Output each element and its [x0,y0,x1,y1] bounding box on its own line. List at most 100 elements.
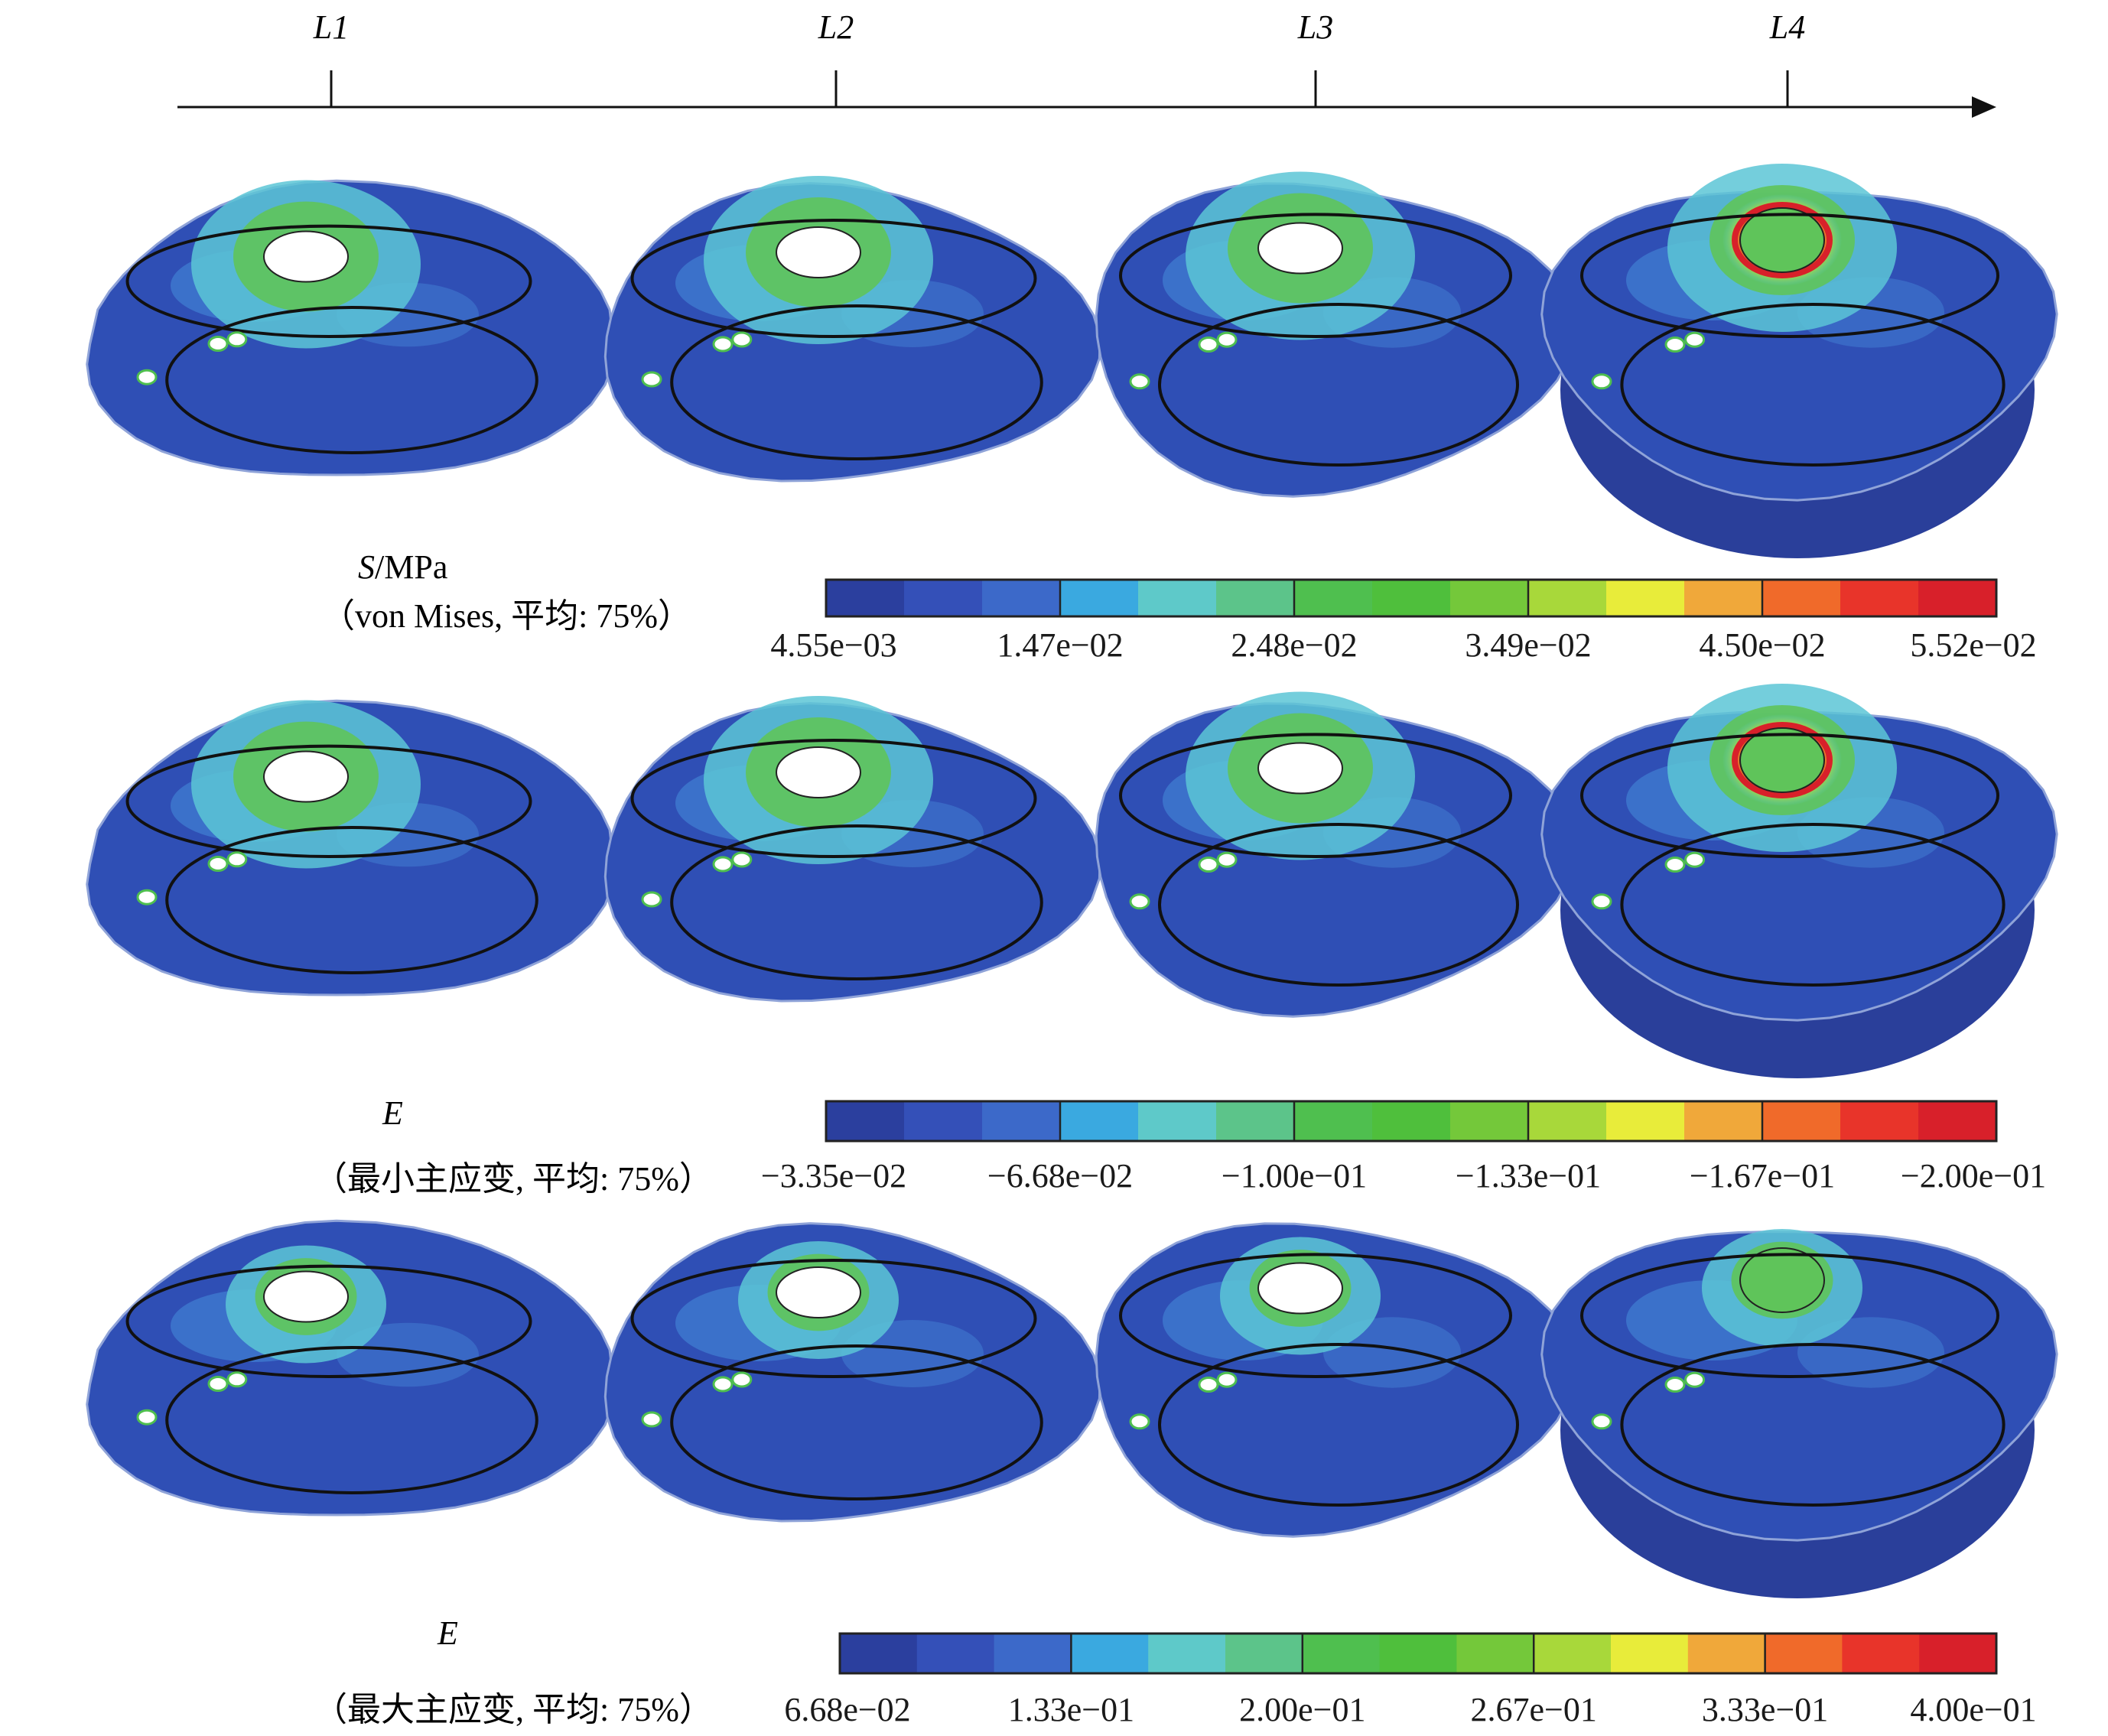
vessel [731,851,753,868]
level-label-l3: L3 [1297,8,1333,46]
colorbar-1-tick-label: 4.50e−02 [1699,626,1825,664]
vessel [1664,1377,1686,1393]
compartment-outline-lower [165,306,538,454]
compartment-outline-lower [1158,303,1519,467]
stress-peak-ring [1732,202,1833,278]
colorbar-3-frame [838,1632,1998,1675]
compartment-outline-lower [670,304,1043,460]
colorbar-1-frame [825,578,1998,618]
cross-section-l4 [1540,684,2058,1078]
vessel [731,1371,753,1388]
timeline: L1 L2 L3 L4 [177,8,1996,118]
colorbar-3-swatch [840,1634,918,1673]
cross-section-l1 [86,699,615,996]
level-label-l1: L1 [313,8,349,46]
colorbar-1-swatch [1294,580,1373,616]
colorbar-2-swatch [1138,1101,1217,1141]
legend-3-description: （最大主应变, 平均: 75%） [314,1691,713,1728]
compartment-outline-upper [125,224,532,338]
vessel [641,1411,662,1428]
colorbar-1-swatch [1060,580,1139,616]
vessel [1684,1371,1706,1388]
stress-region-low [1797,1317,1944,1388]
colorbar-3-swatch [1611,1634,1689,1673]
colorbar-2-swatch [982,1101,1061,1141]
section-row-min-principal-strain [86,684,2058,1078]
vessel [136,889,158,905]
colorbar-1-tick-label: 1.47e−02 [997,626,1123,664]
bone-hole [263,750,349,803]
compartment-outline-lower [165,1346,538,1494]
compartment-outline-lower [670,824,1043,980]
compartment-outline-lower [165,826,538,974]
vessel [1129,373,1150,390]
timeline-ticks [330,70,1789,107]
colorbar-3-swatch [1456,1634,1534,1673]
cross-section-l3 [1095,1222,1576,1538]
vessel [712,856,734,873]
colorbar-3-tick-label: 3.33e−01 [1702,1691,1828,1728]
compartment-outline-upper [630,739,1037,858]
vessel [226,851,248,868]
cross-section-l1 [86,179,615,476]
vessel [207,336,229,352]
vessel [1198,336,1219,353]
colorbar-1: 4.55e−03 1.47e−02 2.48e−02 3.49e−02 4.50e−02… [770,578,2037,664]
colorbar-3-swatch [1379,1634,1457,1673]
cross-section-l2 [603,696,1101,1003]
vessel [1591,893,1612,910]
colorbar-3-swatch [994,1634,1072,1673]
legend-1-symbol: S [358,548,375,586]
colorbar-1-swatch [1918,580,1997,616]
vessel [226,331,248,348]
colorbar-3-tick-label: 1.33e−01 [1008,1691,1134,1728]
timeline-arrowhead [1972,96,1996,118]
colorbar-2-swatch [1060,1101,1139,1141]
compartment-outline-upper [1119,213,1512,339]
compartment-outline-upper [1580,733,1999,858]
colorbar-1-swatch [1840,580,1919,616]
cross-section-l4 [1540,1229,2058,1598]
vessel [1591,373,1612,390]
colorbar-2-swatch [904,1101,983,1141]
bone-hole [1257,1262,1343,1315]
cross-section-l3 [1095,171,1576,498]
colorbar-2-swatch [1528,1101,1607,1141]
colorbar-3-swatch [1302,1634,1381,1673]
vessel [1591,1413,1612,1430]
colorbar-2-swatch [1762,1101,1841,1141]
compartment-outline-lower [1620,1343,2006,1507]
stress-peak-ring [1732,722,1833,798]
vessel [1684,851,1706,868]
vessel [1684,331,1706,348]
colorbar-3-swatch [916,1634,995,1673]
vessel [641,891,662,908]
bone-hole [776,1266,861,1318]
colorbar-2-swatch [1918,1101,1997,1141]
vessel [1198,857,1219,873]
vessel [641,371,662,388]
cross-section-l3 [1095,691,1576,1018]
bone-end [1739,1247,1825,1313]
colorbar-2-tick-label: −1.00e−01 [1222,1157,1367,1195]
vessel [1216,1371,1238,1388]
legend-2-description: （最小主应变, 平均: 75%） [314,1160,713,1198]
vessel [136,1409,158,1426]
colorbar-2-frame [825,1100,1998,1143]
compartment-outline-upper [1119,733,1512,858]
colorbar-1-swatch [1372,580,1451,616]
colorbar-3-tick-label: 2.67e−01 [1471,1691,1597,1728]
section-row-max-principal-strain [86,1219,2058,1598]
vessel [207,1376,229,1392]
vessel [1129,1413,1150,1430]
bone-hole [1257,742,1343,795]
compartment-outline-upper [1580,213,1999,339]
legend-2-symbol: E [382,1094,403,1132]
bone-hole [776,746,861,798]
vessel [1198,1377,1219,1393]
colorbar-2-swatch [1294,1101,1373,1141]
cross-section-l2 [603,1222,1101,1523]
colorbar-2-swatch [826,1101,905,1141]
vessel [1664,857,1686,873]
